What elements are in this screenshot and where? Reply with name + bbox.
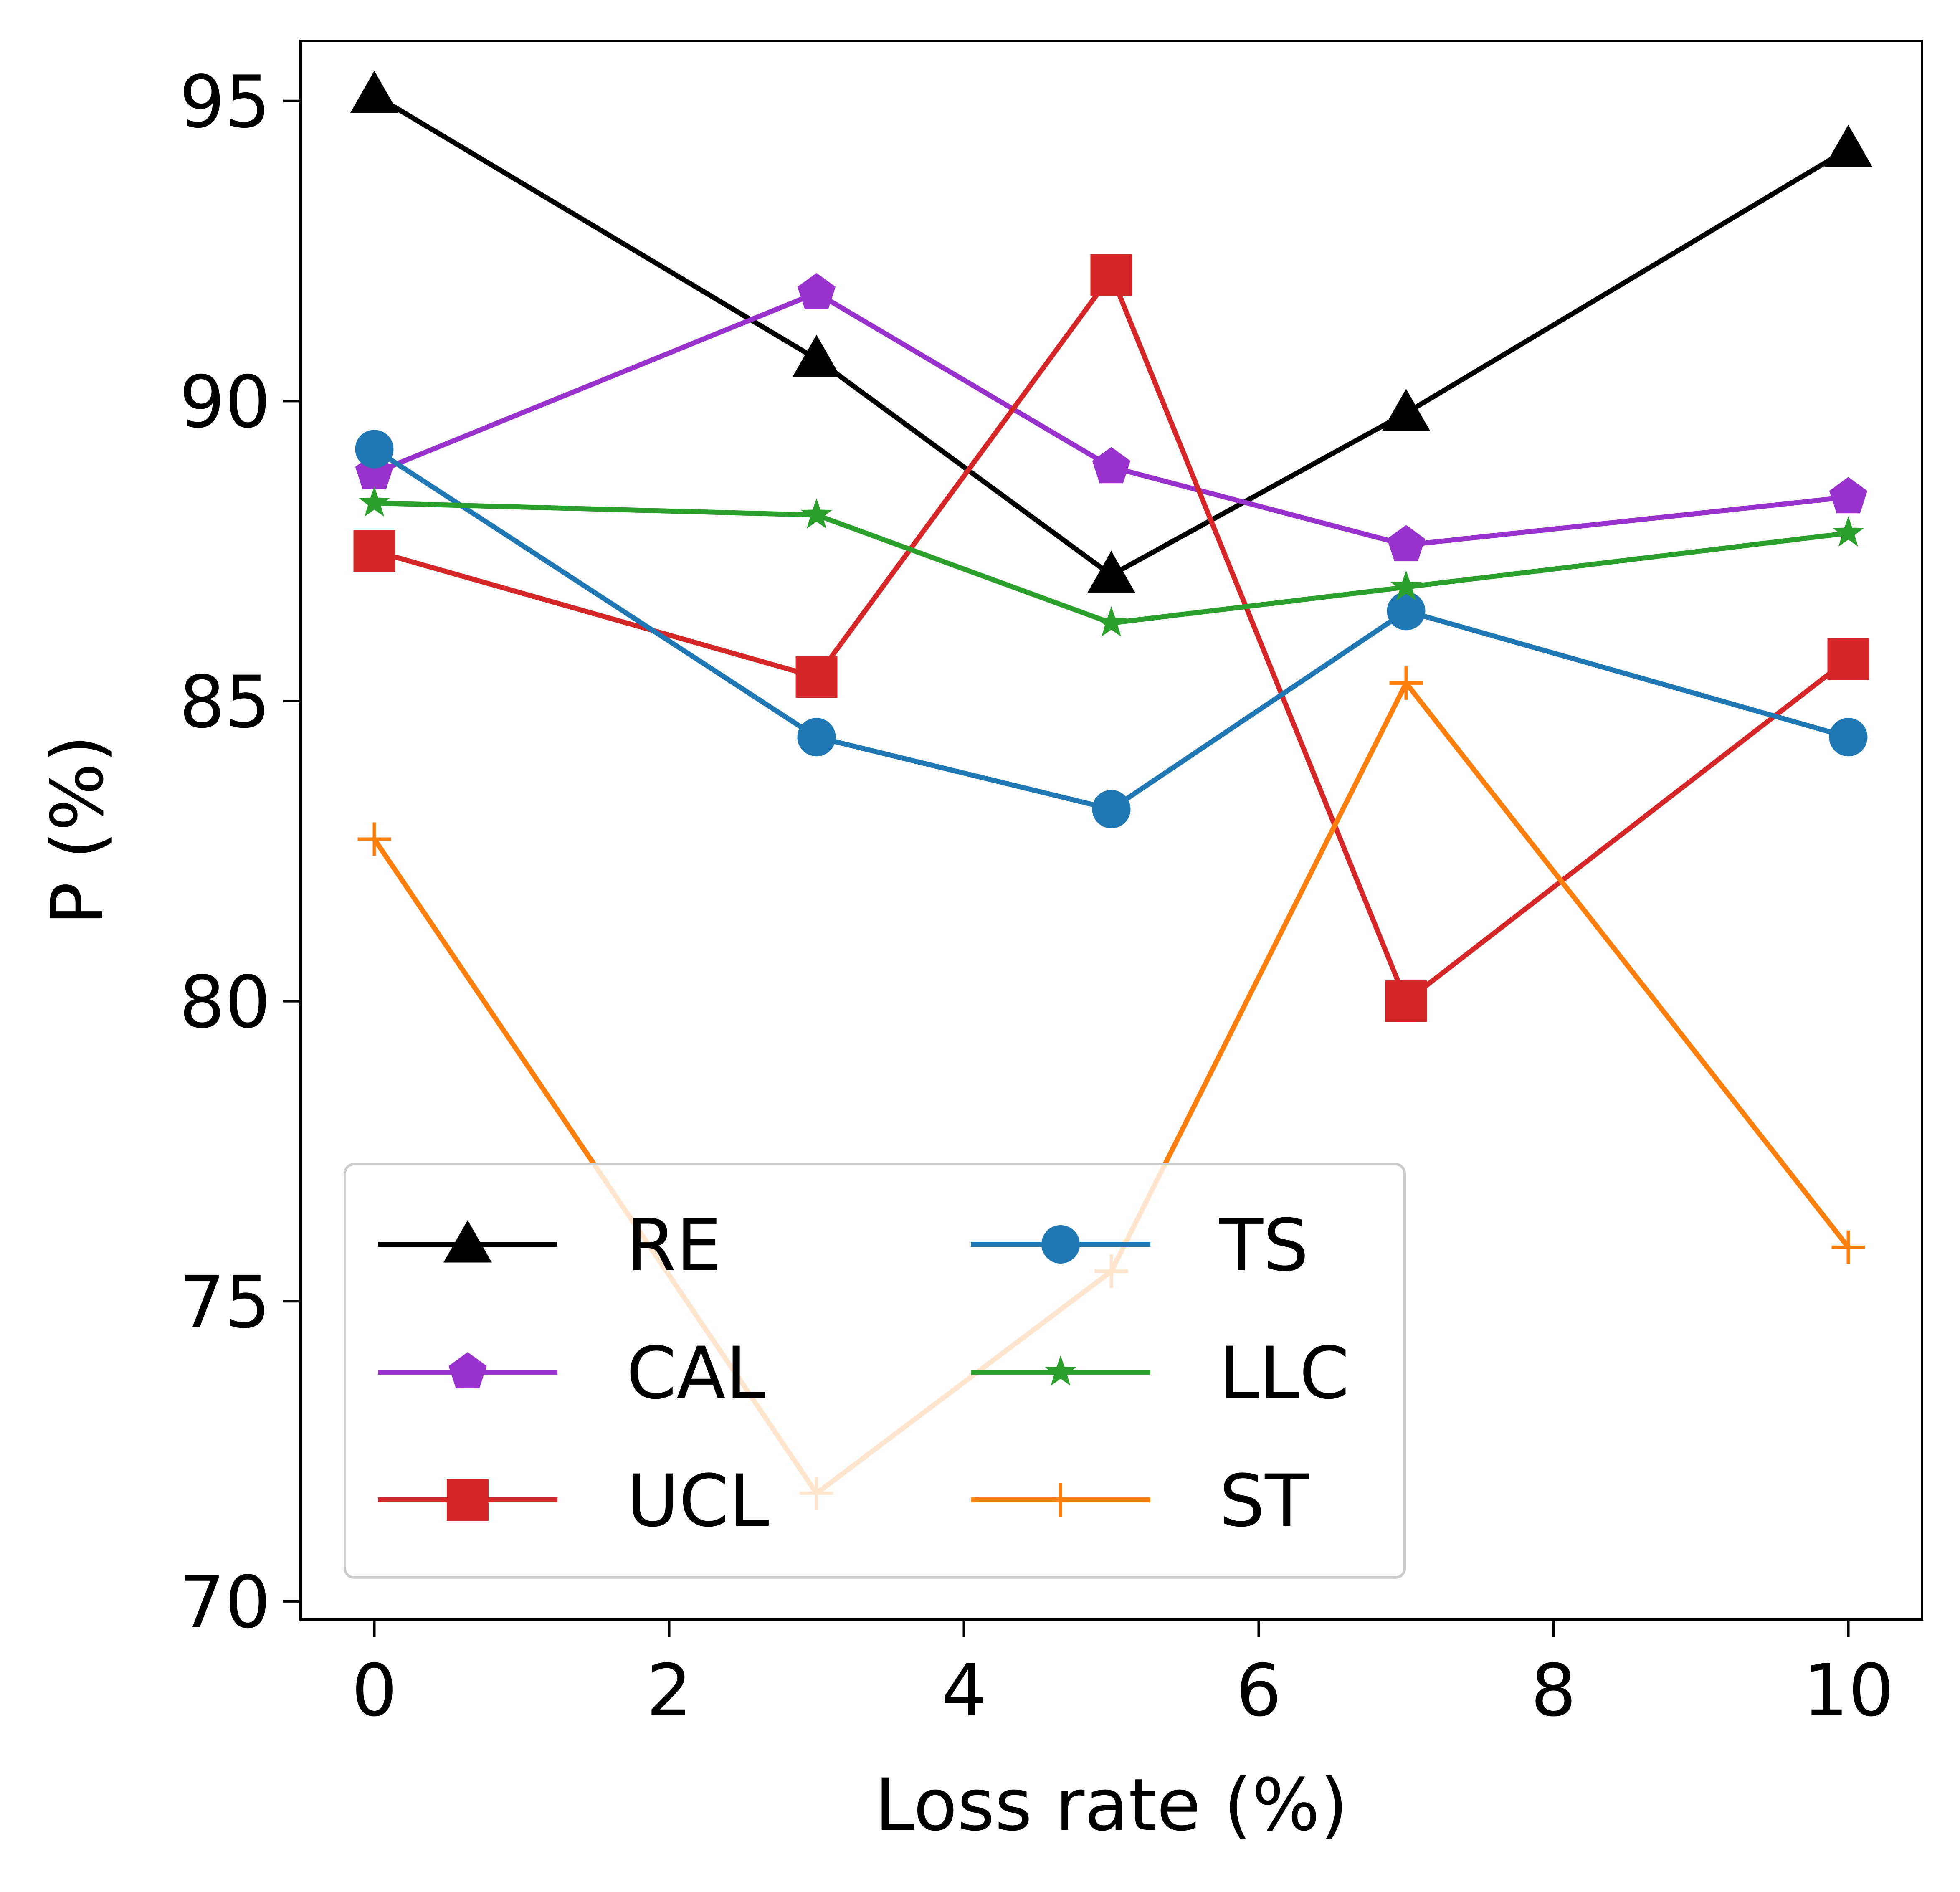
legend-item-llc: LLC: [971, 1331, 1350, 1415]
x-tick-label: 4: [941, 1649, 987, 1732]
data-point-ucl: [1827, 638, 1869, 680]
series-ts: [355, 430, 1868, 828]
data-point-cal: [1387, 525, 1426, 562]
data-point-llc: [358, 486, 390, 517]
plot-frame: [299, 40, 1923, 1621]
data-point-ucl: [353, 530, 395, 572]
x-axis-ticks: 0 2 4 6 8 10: [352, 1619, 1894, 1732]
legend-label: CAL: [626, 1331, 766, 1415]
data-point-ts: [1387, 592, 1426, 631]
legend-box: [344, 1163, 1406, 1579]
legend-marker-ts: [1041, 1225, 1080, 1264]
legend-item-ucl: UCL: [378, 1459, 769, 1543]
data-point-llc: [1390, 570, 1422, 601]
data-point-ts: [1092, 790, 1131, 828]
data-point-ucl: [795, 656, 838, 698]
data-point-ts: [1829, 718, 1868, 757]
x-tick-label: 2: [646, 1649, 692, 1732]
series-cal: [355, 273, 1868, 562]
legend-marker-ucl: [447, 1479, 489, 1521]
data-point-cal: [1092, 447, 1131, 484]
legend-marker-re: [443, 1220, 492, 1263]
data-point-re: [350, 71, 399, 113]
x-axis-label: Loss rate (%): [875, 1763, 1348, 1847]
legend-item-re: RE: [378, 1203, 722, 1287]
series-ucl: [353, 254, 1869, 1022]
data-point-st: [1389, 666, 1423, 700]
series-llc: [358, 486, 1864, 637]
y-axis-label: P (%): [35, 735, 119, 925]
legend-label: TS: [1219, 1203, 1309, 1287]
y-tick-label: 75: [179, 1260, 271, 1344]
series-re: [350, 71, 1873, 593]
data-point-cal: [1829, 477, 1868, 514]
data-point-re: [1087, 551, 1136, 593]
data-point-llc: [800, 498, 833, 529]
legend-item-ts: TS: [971, 1203, 1309, 1287]
data-point-re: [1824, 124, 1873, 167]
data-point-ts: [797, 718, 836, 757]
legend: RE CAL UCL TS LLC ST: [344, 1163, 1406, 1579]
y-tick-label: 95: [179, 60, 271, 144]
y-tick-label: 70: [179, 1560, 271, 1644]
legend-item-cal: CAL: [378, 1331, 766, 1415]
x-tick-label: 10: [1803, 1649, 1894, 1732]
data-point-ucl: [1090, 254, 1132, 296]
legend-label: RE: [626, 1203, 722, 1287]
data-point-llc: [1095, 606, 1127, 637]
y-tick-label: 80: [179, 960, 271, 1044]
data-point-llc: [1832, 516, 1864, 547]
legend-label: LLC: [1219, 1331, 1350, 1415]
legend-item-st: ST: [971, 1459, 1309, 1543]
legend-marker-llc: [1045, 1355, 1076, 1386]
legend-label: ST: [1219, 1459, 1309, 1543]
legend-marker-st: [1044, 1483, 1077, 1517]
legend-label: UCL: [626, 1459, 769, 1543]
x-tick-label: 0: [352, 1649, 397, 1732]
data-point-st: [1831, 1230, 1865, 1264]
y-axis-ticks: 70 75 80 85 90 95: [179, 60, 301, 1644]
data-point-st: [357, 822, 391, 856]
data-point-re: [792, 334, 841, 377]
x-tick-label: 6: [1236, 1649, 1281, 1732]
data-point-ucl: [1385, 980, 1427, 1022]
data-point-re: [1382, 389, 1431, 431]
data-point-ts: [355, 430, 394, 469]
y-tick-label: 90: [179, 360, 271, 444]
y-tick-label: 85: [179, 660, 271, 744]
data-point-cal: [797, 273, 836, 309]
legend-marker-cal: [448, 1352, 487, 1388]
x-tick-label: 8: [1531, 1649, 1576, 1732]
